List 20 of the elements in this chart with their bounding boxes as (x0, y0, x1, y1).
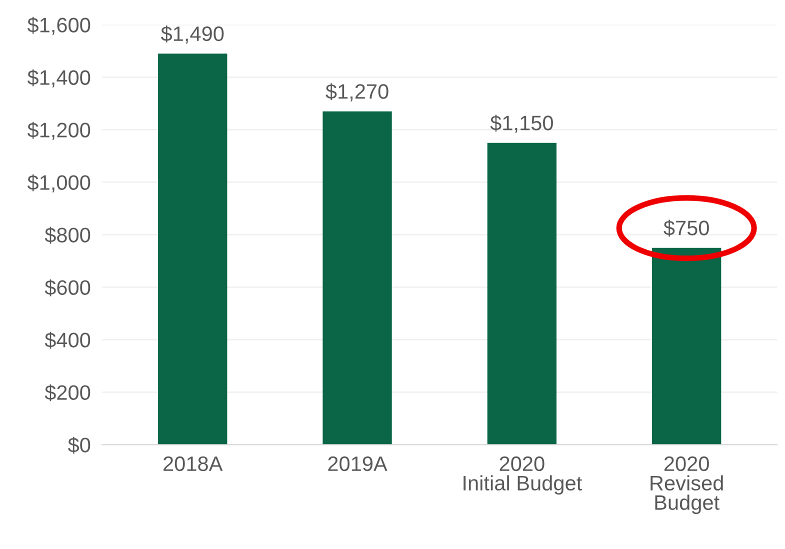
y-tick-label: $1,400 (27, 69, 90, 88)
x-tick-label: 2018A (164, 456, 223, 472)
data-label: $750 (664, 220, 709, 237)
x-tick-label: 2019A (328, 456, 388, 472)
data-label: $1,490 (160, 26, 224, 44)
y-tick-label: $400 (44, 332, 90, 349)
y-tick-label: $200 (44, 384, 90, 402)
y-tick-label: $800 (44, 226, 90, 244)
bar (158, 54, 228, 445)
data-label: $1,150 (490, 114, 553, 133)
y-tick-label: $1,200 (27, 122, 90, 140)
y-tick-label: $1,000 (27, 174, 90, 192)
y-tick-label: $0 (68, 436, 90, 454)
bar (322, 111, 392, 445)
y-tick-label: $600 (44, 279, 90, 296)
x-tick-label: 2020 Initial Budget (464, 456, 582, 495)
bar (487, 142, 557, 445)
x-tick-label: 2020 Revised Budget (650, 456, 723, 514)
data-label: $1,270 (326, 83, 388, 102)
y-tick-label: $1,600 (27, 16, 90, 35)
